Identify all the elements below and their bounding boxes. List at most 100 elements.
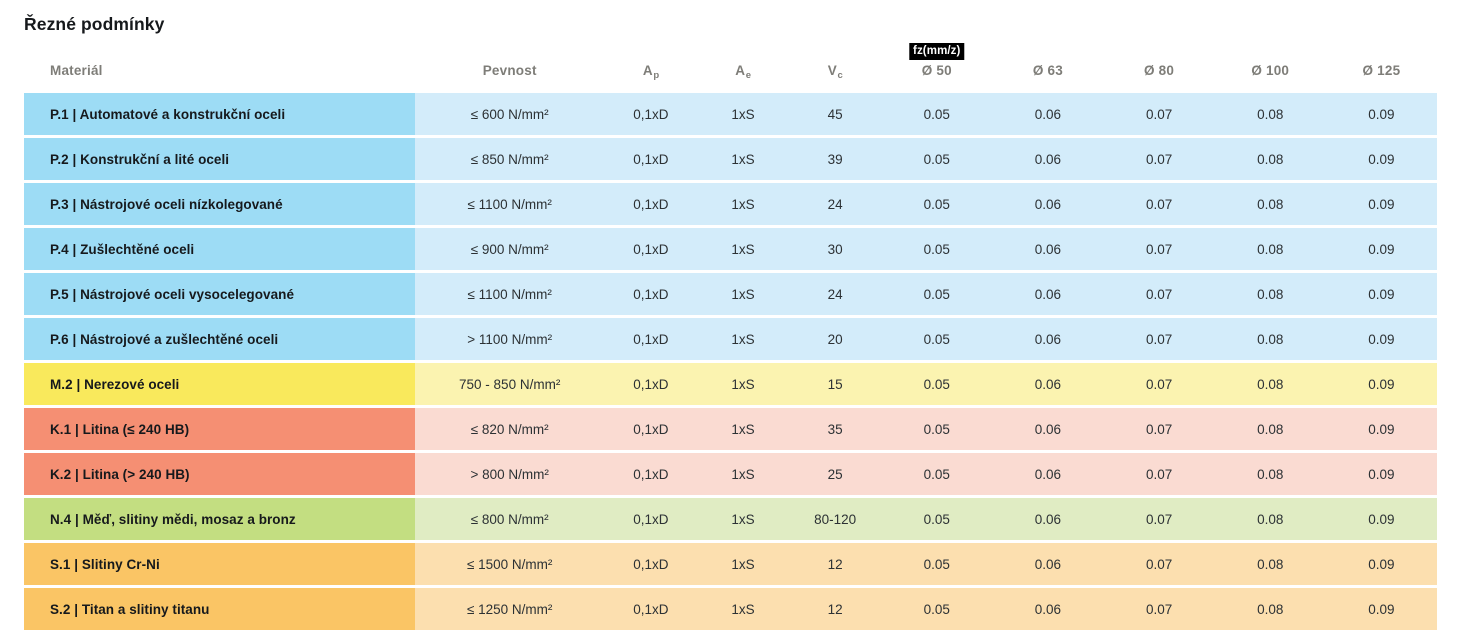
cell-material: K.1 | Litina (≤ 240 HB): [24, 408, 415, 450]
cell-d100: 0.08: [1214, 453, 1326, 495]
cell-vc: 35: [789, 408, 882, 450]
cell-vc: 30: [789, 228, 882, 270]
cell-d50: 0.05: [881, 183, 993, 225]
cell-d50: 0.05: [881, 273, 993, 315]
cell-ap: 0,1xD: [604, 363, 697, 405]
table-row: P.3 | Nástrojové oceli nízkolegované ≤ 11…: [24, 183, 1437, 225]
cell-ap: 0,1xD: [604, 318, 697, 360]
cell-vc: 12: [789, 543, 882, 585]
cell-ap: 0,1xD: [604, 453, 697, 495]
cell-d63: 0.06: [992, 498, 1104, 540]
cell-d63: 0.06: [992, 543, 1104, 585]
cell-ap: 0,1xD: [604, 543, 697, 585]
cell-d80: 0.07: [1103, 138, 1215, 180]
cell-material: M.2 | Nerezové oceli: [24, 363, 415, 405]
cell-vc: 20: [789, 318, 882, 360]
cell-d50: 0.05: [881, 93, 993, 135]
column-header-d100: Ø 100: [1214, 63, 1326, 90]
ae-subscript: e: [745, 70, 752, 81]
cell-ae: 1xS: [696, 543, 790, 585]
cell-material: P.6 | Nástrojové a zušlechtěné oceli: [24, 318, 415, 360]
table-row: P.1 | Automatové a konstrukční oceli ≤ 60…: [24, 93, 1437, 135]
cell-material: S.2 | Titan a slitiny titanu: [24, 588, 415, 630]
cell-d63: 0.06: [992, 183, 1104, 225]
cell-ae: 1xS: [696, 93, 790, 135]
cell-strength: ≤ 1100 N/mm²: [414, 273, 605, 315]
vc-subscript: c: [837, 70, 843, 81]
cell-ae: 1xS: [696, 363, 790, 405]
cell-d100: 0.08: [1214, 543, 1326, 585]
table-body: P.1 | Automatové a konstrukční oceli ≤ 60…: [24, 93, 1437, 630]
cell-material: S.1 | Slitiny Cr-Ni: [24, 543, 415, 585]
cell-ae: 1xS: [696, 318, 790, 360]
cell-d125: 0.09: [1325, 588, 1437, 630]
cell-d80: 0.07: [1103, 453, 1215, 495]
cell-vc: 24: [789, 273, 882, 315]
column-header-strength: Pevnost: [414, 63, 605, 90]
column-header-d50: fz(mm/z) Ø 50: [881, 42, 993, 90]
cell-d63: 0.06: [992, 408, 1104, 450]
cell-d63: 0.06: [992, 93, 1104, 135]
cell-d80: 0.07: [1103, 318, 1215, 360]
table-header: Materiál Pevnost Ap Ae Vc fz(mm/z) Ø 50 …: [24, 42, 1437, 90]
cell-ap: 0,1xD: [604, 498, 697, 540]
cell-strength: ≤ 800 N/mm²: [414, 498, 605, 540]
cell-d125: 0.09: [1325, 498, 1437, 540]
column-header-d63: Ø 63: [992, 63, 1104, 90]
cell-ap: 0,1xD: [604, 138, 697, 180]
cell-d50: 0.05: [881, 318, 993, 360]
d50-label: Ø 50: [921, 63, 952, 78]
cell-material: P.1 | Automatové a konstrukční oceli: [24, 93, 415, 135]
cell-ap: 0,1xD: [604, 408, 697, 450]
cell-d80: 0.07: [1103, 543, 1215, 585]
cell-d50: 0.05: [881, 138, 993, 180]
table-row: P.2 | Konstrukční a lité oceli ≤ 850 N/mm…: [24, 138, 1437, 180]
cell-ae: 1xS: [696, 453, 790, 495]
cell-d125: 0.09: [1325, 228, 1437, 270]
column-header-material: Materiál: [24, 63, 415, 90]
fz-header-group: fz(mm/z) Ø 50: [909, 42, 965, 78]
cell-ap: 0,1xD: [604, 93, 697, 135]
cell-ae: 1xS: [696, 138, 790, 180]
cell-ap: 0,1xD: [604, 273, 697, 315]
cell-d80: 0.07: [1103, 498, 1215, 540]
cell-material: N.4 | Měď, slitiny mědi, mosaz a bronz: [24, 498, 415, 540]
cell-d125: 0.09: [1325, 138, 1437, 180]
table-row: P.6 | Nástrojové a zušlechtěné oceli > 11…: [24, 318, 1437, 360]
cell-d125: 0.09: [1325, 543, 1437, 585]
cell-d100: 0.08: [1214, 363, 1326, 405]
cell-ae: 1xS: [696, 228, 790, 270]
cell-d100: 0.08: [1214, 408, 1326, 450]
cell-d63: 0.06: [992, 138, 1104, 180]
cell-d50: 0.05: [881, 588, 993, 630]
cell-d50: 0.05: [881, 363, 993, 405]
cutting-conditions-table: Materiál Pevnost Ap Ae Vc fz(mm/z) Ø 50 …: [24, 42, 1437, 633]
cell-d100: 0.08: [1214, 318, 1326, 360]
cell-d63: 0.06: [992, 453, 1104, 495]
cell-d80: 0.07: [1103, 228, 1215, 270]
cell-ap: 0,1xD: [604, 588, 697, 630]
page-title: Řezné podmínky: [24, 14, 165, 34]
cell-d63: 0.06: [992, 318, 1104, 360]
cell-material: P.4 | Zušlechtěné oceli: [24, 228, 415, 270]
table-row: P.4 | Zušlechtěné oceli ≤ 900 N/mm² 0,1xD 1…: [24, 228, 1437, 270]
cell-strength: ≤ 600 N/mm²: [414, 93, 605, 135]
cutting-conditions-table-wrapper: Materiál Pevnost Ap Ae Vc fz(mm/z) Ø 50 …: [24, 42, 1437, 633]
cell-d100: 0.08: [1214, 93, 1326, 135]
cell-d100: 0.08: [1214, 498, 1326, 540]
table-row: P.5 | Nástrojové oceli vysocelegované ≤ 1…: [24, 273, 1437, 315]
cell-d100: 0.08: [1214, 183, 1326, 225]
cell-d125: 0.09: [1325, 363, 1437, 405]
cell-d63: 0.06: [992, 363, 1104, 405]
cell-vc: 15: [789, 363, 882, 405]
cell-d100: 0.08: [1214, 138, 1326, 180]
cell-d100: 0.08: [1214, 273, 1326, 315]
cell-ae: 1xS: [696, 273, 790, 315]
cell-d125: 0.09: [1325, 273, 1437, 315]
cell-strength: 750 - 850 N/mm²: [414, 363, 605, 405]
cell-vc: 24: [789, 183, 882, 225]
cell-strength: ≤ 1250 N/mm²: [414, 588, 605, 630]
cell-d125: 0.09: [1325, 318, 1437, 360]
cell-d125: 0.09: [1325, 453, 1437, 495]
